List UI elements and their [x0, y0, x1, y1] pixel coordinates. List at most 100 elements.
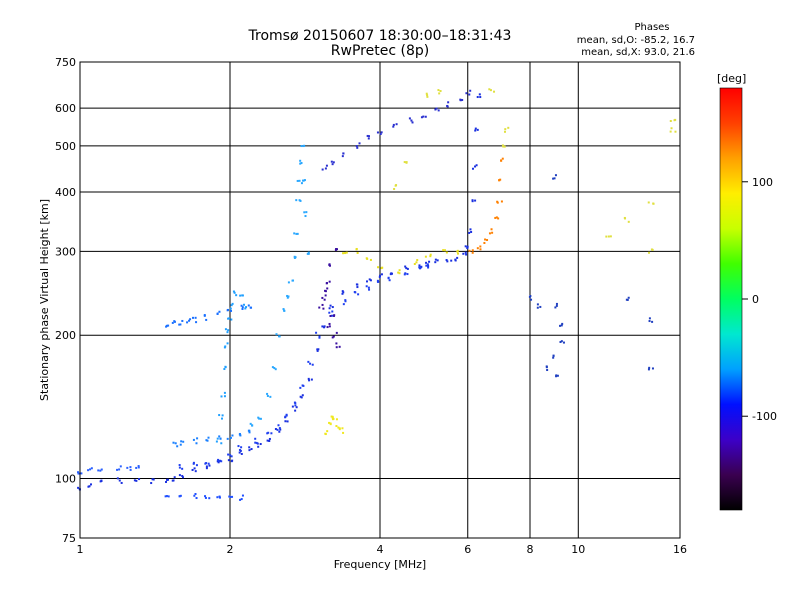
data-point	[398, 269, 401, 272]
data-point	[182, 440, 185, 443]
data-point	[173, 320, 176, 323]
data-point	[309, 362, 312, 365]
data-point	[205, 467, 208, 470]
data-point	[238, 448, 241, 451]
data-point	[366, 280, 369, 283]
data-point	[497, 217, 500, 220]
data-point	[227, 453, 230, 456]
data-point	[224, 328, 227, 331]
data-point	[341, 292, 344, 295]
data-point	[496, 201, 499, 204]
data-point	[447, 101, 450, 104]
data-point	[223, 391, 226, 394]
x-tick-label: 6	[464, 543, 471, 556]
data-point	[331, 415, 334, 418]
data-point	[178, 323, 181, 326]
data-point	[299, 159, 302, 162]
y-tick-label: 100	[55, 473, 76, 486]
data-point	[465, 92, 468, 95]
data-point	[116, 477, 119, 480]
data-point	[230, 309, 233, 312]
data-point	[560, 324, 563, 327]
data-point	[87, 469, 90, 472]
data-point	[204, 462, 207, 465]
data-point	[239, 294, 242, 297]
data-point	[356, 283, 359, 286]
data-point	[193, 467, 196, 470]
y-axis-label: Stationary phase Virtual Height [km]	[38, 199, 51, 401]
data-point	[137, 465, 140, 468]
data-point	[365, 285, 368, 288]
data-point	[470, 230, 473, 233]
data-point	[226, 342, 229, 345]
data-point	[475, 164, 478, 167]
data-point	[344, 300, 347, 303]
data-point	[286, 296, 289, 299]
data-point	[466, 247, 469, 250]
data-point	[293, 256, 296, 259]
data-point	[278, 335, 281, 338]
data-point	[241, 306, 244, 309]
data-point	[275, 333, 278, 336]
data-point	[294, 409, 297, 412]
data-point	[195, 442, 198, 445]
data-point	[344, 252, 347, 255]
data-point	[311, 363, 314, 366]
data-point	[488, 232, 491, 235]
data-point	[278, 430, 281, 433]
data-point	[299, 395, 302, 398]
data-point	[367, 135, 370, 138]
data-point	[609, 235, 612, 238]
data-point	[192, 461, 195, 464]
data-point	[439, 90, 442, 93]
data-point	[270, 432, 273, 435]
data-point	[507, 126, 510, 129]
data-point	[479, 245, 482, 248]
data-point	[556, 374, 559, 377]
data-point	[179, 494, 182, 497]
data-point	[305, 211, 308, 214]
data-point	[250, 448, 253, 451]
data-point	[166, 478, 169, 481]
data-point	[227, 317, 230, 320]
data-point	[204, 496, 207, 499]
data-point	[378, 276, 381, 279]
data-point	[216, 312, 219, 315]
data-point	[335, 418, 338, 421]
data-point	[321, 325, 324, 328]
data-point	[206, 439, 209, 442]
data-point	[195, 464, 198, 467]
data-point	[88, 485, 91, 488]
data-point	[256, 442, 259, 445]
data-point	[300, 182, 303, 185]
data-point	[651, 367, 654, 370]
data-point	[326, 430, 329, 433]
data-point	[331, 314, 334, 317]
data-point	[224, 345, 227, 348]
data-point	[207, 436, 210, 439]
data-point	[329, 314, 332, 317]
data-point	[254, 441, 257, 444]
data-point	[332, 161, 335, 164]
data-point	[503, 145, 506, 148]
data-point	[335, 331, 338, 334]
data-point	[229, 307, 232, 310]
data-point	[167, 495, 170, 498]
data-point	[559, 324, 562, 327]
data-point	[133, 479, 136, 482]
phase-info-o: mean, sd,O: -85.2, 16.7	[577, 35, 695, 46]
data-point	[429, 255, 432, 258]
data-point	[605, 235, 608, 238]
data-point	[459, 99, 462, 102]
y-tick-labels: 75 100 200 300 400 500 600 750	[55, 56, 76, 545]
data-point	[266, 439, 269, 442]
data-point	[215, 440, 218, 443]
data-point	[240, 446, 243, 449]
data-point	[223, 368, 226, 371]
data-point	[226, 331, 229, 334]
data-point	[648, 366, 651, 369]
data-point	[180, 440, 183, 443]
data-point	[647, 368, 650, 371]
data-point	[173, 476, 176, 479]
